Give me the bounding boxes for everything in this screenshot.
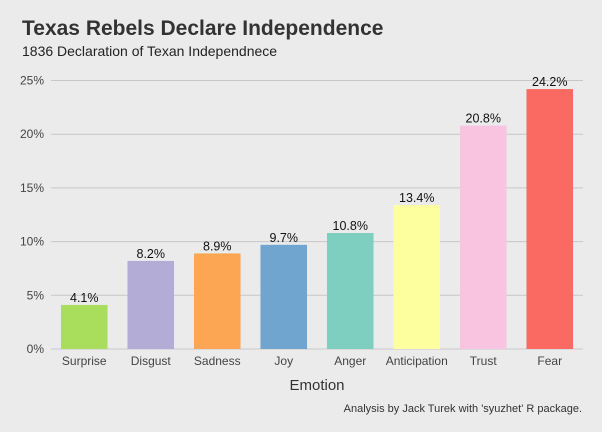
- x-tick-label: Fear: [537, 354, 562, 368]
- x-tick-label: Disgust: [131, 354, 172, 368]
- y-tick-label: 20%: [20, 127, 44, 141]
- bar-surprise: [60, 304, 108, 349]
- data-labels: 4.1% 8.2% 8.9% 9.7% 10.8% 13.4% 20.8% 24.2%: [70, 75, 567, 305]
- y-axis-ticks: 0% 5% 10% 15% 20% 25%: [20, 74, 44, 357]
- x-axis-label: Emotion: [289, 377, 344, 394]
- y-tick-label: 5%: [27, 288, 45, 302]
- bar-joy: [260, 244, 308, 349]
- bar-anger: [326, 233, 374, 349]
- bar-anticipation: [393, 205, 441, 349]
- x-tick-label: Sadness: [194, 354, 241, 368]
- bar-fear: [526, 89, 574, 349]
- data-label: 13.4%: [399, 191, 434, 205]
- data-label: 9.7%: [270, 231, 299, 245]
- chart-caption: Analysis by Jack Turek with 'syuzhet' R …: [344, 403, 582, 415]
- x-tick-label: Anticipation: [386, 354, 448, 368]
- bar-sadness: [193, 253, 241, 349]
- x-tick-label: Joy: [274, 354, 293, 368]
- data-label: 10.8%: [333, 219, 368, 233]
- chart-subtitle: 1836 Declaration of Texan Independnece: [22, 43, 277, 59]
- data-label: 4.1%: [70, 291, 99, 305]
- x-axis-ticks: Surprise Disgust Sadness Joy Anger Anticipati…: [62, 354, 562, 368]
- bars: [60, 89, 574, 349]
- bar-trust: [459, 125, 507, 349]
- y-tick-label: 15%: [20, 181, 44, 195]
- y-tick-label: 0%: [27, 342, 45, 356]
- x-tick-label: Trust: [470, 354, 498, 368]
- x-tick-label: Surprise: [62, 354, 107, 368]
- data-label: 8.9%: [203, 239, 232, 253]
- data-label: 8.2%: [137, 247, 166, 261]
- data-label: 20.8%: [466, 112, 501, 126]
- y-tick-label: 10%: [20, 235, 44, 249]
- x-tick-label: Anger: [334, 354, 366, 368]
- chart-title: Texas Rebels Declare Independence: [22, 17, 383, 40]
- bar-disgust: [127, 260, 175, 349]
- y-tick-label: 25%: [20, 74, 44, 88]
- data-label: 24.2%: [532, 75, 567, 89]
